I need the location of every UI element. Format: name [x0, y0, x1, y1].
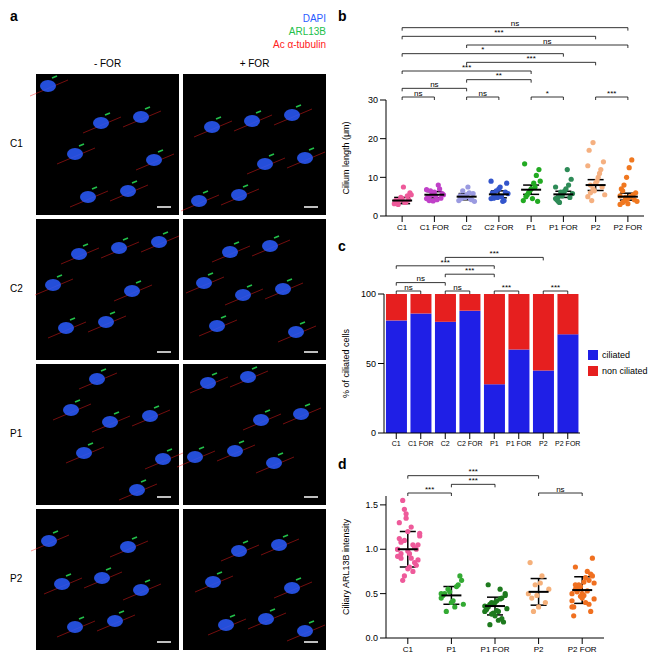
svg-text:ns: ns — [417, 274, 425, 283]
svg-text:Cilium length (μm): Cilium length (μm) — [341, 121, 351, 194]
svg-text:**: ** — [496, 71, 502, 80]
svg-text:30: 30 — [368, 95, 378, 105]
svg-text:***: *** — [462, 63, 471, 72]
html-text:C2: C2 — [10, 282, 23, 294]
html-text:C1: C1 — [10, 137, 23, 149]
html-text:Ac α-tubulin: Ac α-tubulin — [273, 39, 326, 50]
svg-text:10: 10 — [368, 173, 378, 183]
html-text:ARL13B: ARL13B — [288, 26, 326, 37]
svg-text:ns: ns — [479, 89, 487, 98]
svg-text:0.5: 0.5 — [365, 589, 378, 599]
svg-text:***: *** — [502, 283, 511, 292]
html-text:d: d — [338, 456, 347, 472]
svg-text:ns: ns — [511, 19, 519, 28]
svg-text:1.5: 1.5 — [365, 500, 378, 510]
svg-text:ns: ns — [543, 37, 551, 46]
svg-text:***: *** — [494, 28, 503, 37]
svg-text:C2: C2 — [462, 223, 473, 232]
svg-text:ns: ns — [414, 89, 422, 98]
svg-text:P2 FOR: P2 FOR — [555, 440, 580, 447]
svg-text:P1: P1 — [526, 223, 536, 232]
svg-text:***: *** — [465, 266, 474, 275]
svg-text:*: * — [481, 45, 484, 54]
svg-text:*: * — [546, 89, 549, 98]
svg-text:***: *** — [441, 258, 450, 267]
svg-text:***: *** — [490, 249, 499, 258]
svg-text:***: *** — [469, 476, 478, 485]
html-text:- FOR: - FOR — [93, 58, 122, 69]
svg-text:% of ciliated cells: % of ciliated cells — [341, 328, 351, 398]
svg-text:P1: P1 — [490, 440, 499, 447]
svg-text:P1 FOR: P1 FOR — [481, 645, 510, 654]
svg-text:***: *** — [425, 485, 434, 494]
svg-text:P2 FOR: P2 FOR — [568, 645, 597, 654]
svg-text:ns: ns — [556, 485, 564, 494]
svg-text:C1 FOR: C1 FOR — [420, 223, 450, 232]
svg-text:100: 100 — [361, 289, 376, 299]
svg-text:C1 FOR: C1 FOR — [408, 440, 434, 447]
html-text:non ciliated: non ciliated — [602, 365, 648, 376]
svg-text:C2 FOR: C2 FOR — [484, 223, 514, 232]
svg-text:***: *** — [526, 54, 535, 63]
html-text:ciliated: ciliated — [602, 349, 630, 360]
svg-text:C1: C1 — [392, 440, 401, 447]
svg-text:0.0: 0.0 — [365, 633, 378, 643]
svg-text:C1: C1 — [397, 223, 408, 232]
svg-text:0: 0 — [373, 211, 378, 221]
html-text:a: a — [10, 8, 18, 24]
svg-text:P2: P2 — [539, 440, 548, 447]
svg-text:ns: ns — [453, 283, 461, 292]
svg-text:Ciliary ARL13B intensity: Ciliary ARL13B intensity — [341, 518, 351, 615]
svg-text:C1: C1 — [403, 645, 414, 654]
svg-text:***: *** — [551, 283, 560, 292]
svg-text:C2 FOR: C2 FOR — [457, 440, 483, 447]
svg-text:P1 FOR: P1 FOR — [506, 440, 531, 447]
svg-text:P2: P2 — [591, 223, 601, 232]
svg-text:20: 20 — [368, 134, 378, 144]
svg-text:***: *** — [607, 89, 616, 98]
svg-text:1.0: 1.0 — [365, 544, 378, 554]
svg-text:P1: P1 — [447, 645, 457, 654]
svg-text:P1 FOR: P1 FOR — [549, 223, 578, 232]
svg-text:P2: P2 — [534, 645, 544, 654]
svg-text:P2 FOR: P2 FOR — [613, 223, 642, 232]
html-text:DAPI: DAPI — [302, 13, 326, 24]
html-text:c: c — [338, 238, 346, 254]
html-text:P1: P1 — [10, 427, 23, 439]
html-text:+ FOR: + FOR — [239, 58, 270, 69]
html-text:P2: P2 — [10, 572, 23, 584]
html-text:b: b — [338, 8, 347, 24]
svg-text:***: *** — [469, 467, 478, 476]
svg-text:ns: ns — [430, 80, 438, 89]
svg-text:0: 0 — [371, 428, 376, 438]
svg-text:C2: C2 — [441, 440, 450, 447]
svg-text:50: 50 — [366, 359, 376, 369]
svg-text:ns: ns — [404, 283, 412, 292]
